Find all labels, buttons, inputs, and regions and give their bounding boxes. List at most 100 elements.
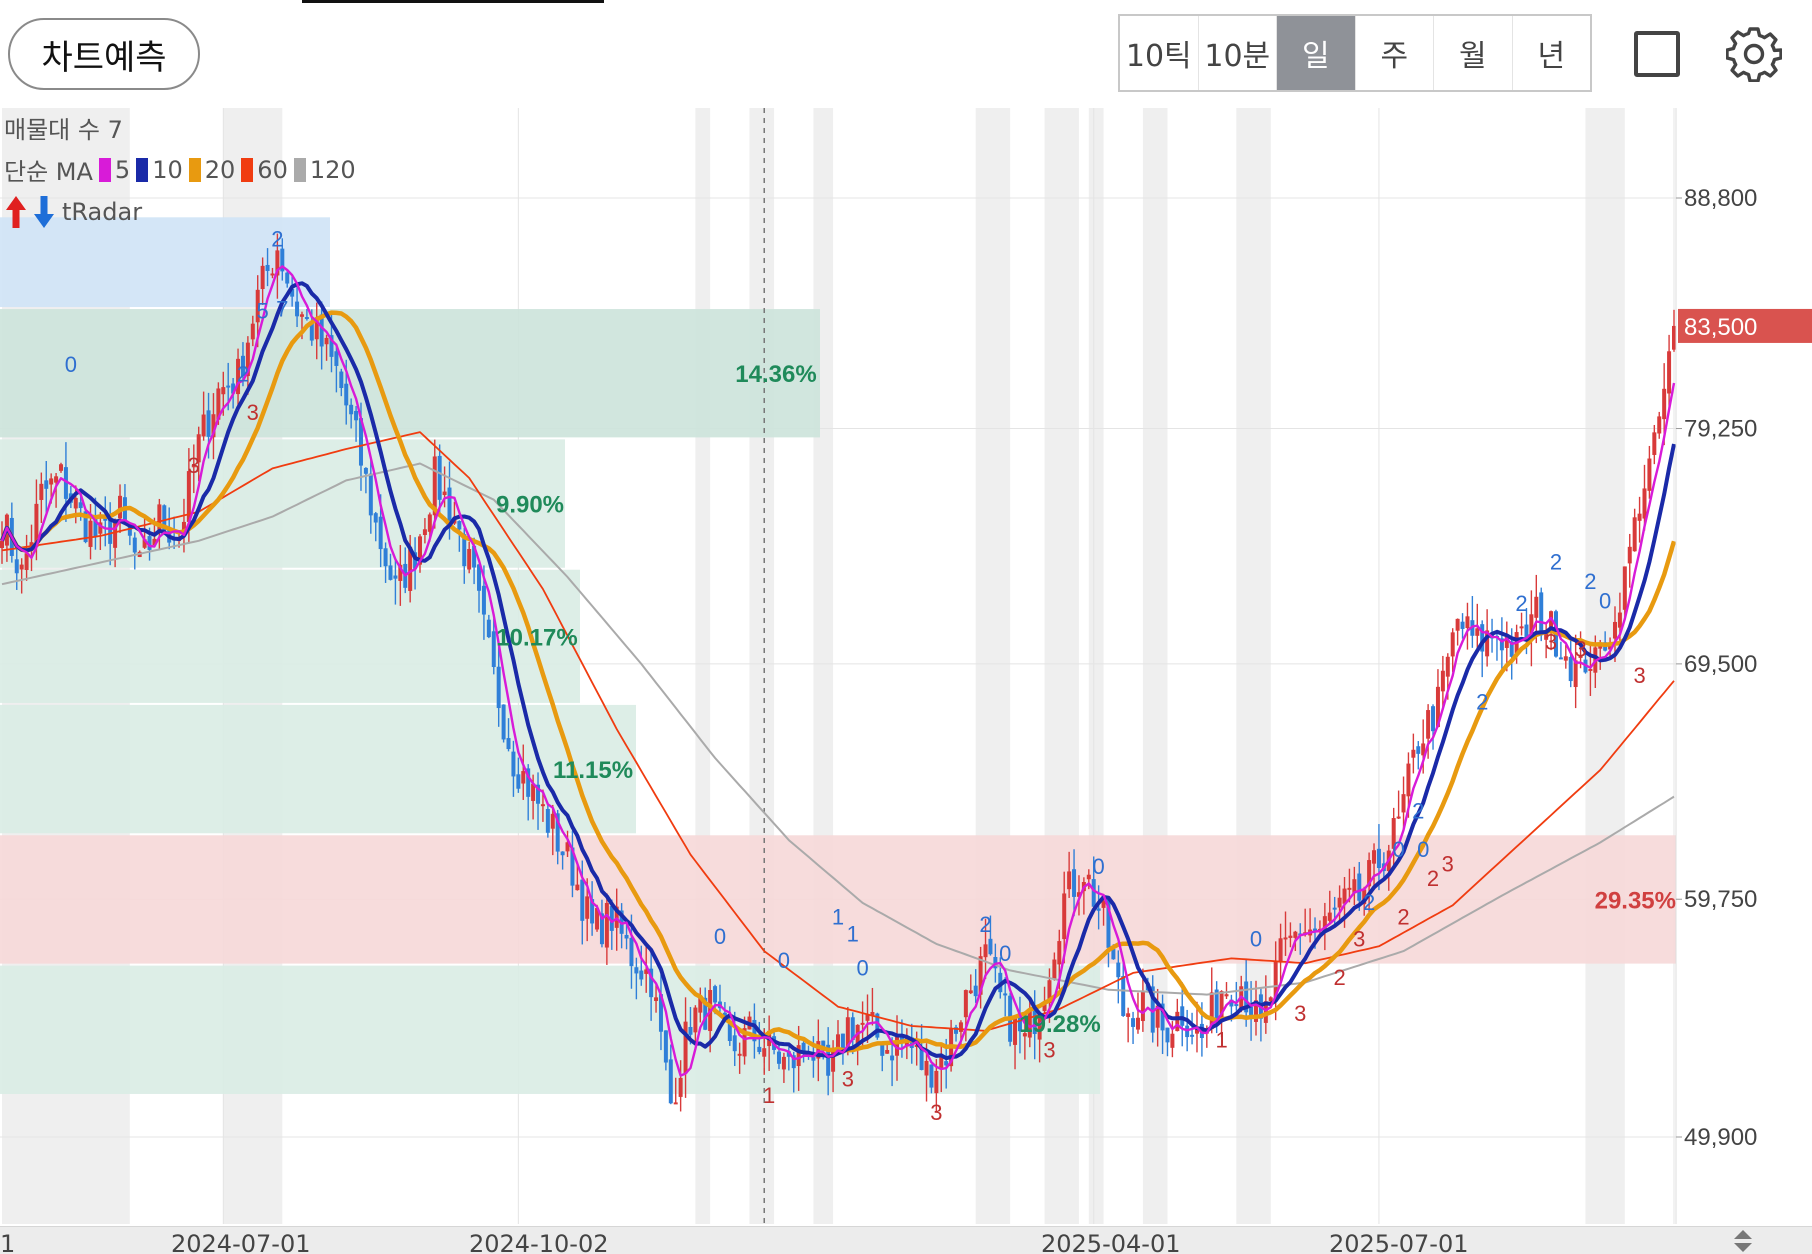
- chart-predict-button[interactable]: 차트예측: [8, 18, 200, 90]
- signal-mark: 2: [979, 912, 991, 937]
- candle-body: [688, 1027, 693, 1035]
- candle-body: [1332, 907, 1337, 910]
- signal-mark: 3: [1353, 926, 1365, 951]
- candle-body: [654, 997, 659, 1001]
- candle-body: [1657, 416, 1662, 434]
- candle-body: [845, 1017, 850, 1052]
- candle-body: [1563, 656, 1568, 661]
- candle-body: [63, 467, 68, 499]
- candle-body: [432, 456, 437, 516]
- candle-body: [511, 751, 516, 777]
- tab-10tick[interactable]: 10틱: [1120, 16, 1199, 90]
- ma10-line: [0, 281, 1676, 1061]
- signal-mark: 2: [271, 226, 283, 251]
- candle-body: [909, 1037, 914, 1048]
- ma60-swatch: [241, 157, 254, 182]
- candle-body: [1234, 1004, 1239, 1007]
- candle-body: [713, 986, 718, 1003]
- candle-body: [1352, 879, 1357, 894]
- candle-body: [609, 906, 614, 931]
- ma5-line: [0, 265, 1676, 1077]
- candle-body: [201, 414, 206, 437]
- candle-body: [186, 471, 191, 522]
- candle-body: [270, 273, 275, 276]
- candle-body: [850, 1017, 855, 1040]
- candle-body: [447, 487, 452, 523]
- candle-body: [585, 896, 590, 919]
- candle-body: [280, 248, 285, 272]
- candle-body: [1037, 1015, 1042, 1040]
- candle-body: [762, 1048, 767, 1057]
- candle-body: [1426, 710, 1431, 739]
- candle-body: [245, 342, 250, 377]
- candle-body: [1057, 941, 1062, 965]
- tab-10min[interactable]: 10분: [1199, 16, 1277, 90]
- candle-body: [1027, 1011, 1032, 1038]
- ma120-label: 120: [309, 155, 356, 184]
- tab-month[interactable]: 월: [1434, 16, 1513, 90]
- signal-mark: 3: [1043, 1037, 1055, 1062]
- candle-body: [255, 289, 260, 323]
- candle-body: [1347, 887, 1352, 890]
- candle-body: [344, 383, 349, 406]
- candle-body: [895, 1037, 900, 1056]
- tab-day[interactable]: 일: [1277, 16, 1356, 90]
- candle-body: [899, 1034, 904, 1042]
- candle-body: [486, 619, 491, 638]
- candle-body: [1273, 961, 1278, 998]
- tradar-label: tRadar: [62, 198, 143, 226]
- candle-body: [1342, 888, 1347, 904]
- y-tick-label: 79,250: [1684, 416, 1757, 443]
- up-down-arrows-icon[interactable]: [1730, 1228, 1756, 1254]
- fullscreen-icon[interactable]: [1634, 31, 1680, 77]
- gear-icon[interactable]: [1726, 26, 1782, 82]
- candle-body: [958, 1022, 963, 1032]
- candle-body: [1480, 624, 1485, 652]
- candle-body: [1160, 1003, 1165, 1031]
- volume-profile-percent: 9.90%: [496, 492, 564, 519]
- candle-body: [826, 1044, 831, 1076]
- candle-body: [565, 842, 570, 852]
- candle-body: [1190, 1034, 1195, 1037]
- candle-body: [1116, 962, 1121, 978]
- tab-week[interactable]: 주: [1356, 16, 1434, 90]
- candle-body: [988, 938, 993, 955]
- candle-body: [1313, 928, 1318, 931]
- signal-mark: 5: [257, 299, 269, 324]
- candle-body: [973, 985, 978, 997]
- candle-body: [954, 1027, 959, 1034]
- volume-profile-zone: [0, 835, 1676, 964]
- candle-body: [968, 990, 973, 994]
- candle-body: [295, 301, 300, 317]
- time-axis-strip[interactable]: [0, 1226, 1812, 1254]
- candle-body: [329, 335, 334, 357]
- signal-mark: 1: [832, 905, 844, 930]
- candle-body: [526, 768, 531, 797]
- ma60-label: 60: [257, 155, 288, 184]
- candle-body: [555, 813, 560, 852]
- candle-body: [1372, 850, 1377, 864]
- candle-body: [678, 1077, 683, 1097]
- ma20-line: [0, 310, 1677, 1053]
- candle-body: [1667, 351, 1672, 394]
- candle-body: [93, 516, 98, 537]
- candle-body: [250, 323, 255, 340]
- candle-body: [132, 537, 137, 553]
- signal-mark: 2: [1333, 965, 1345, 990]
- candle-body: [1396, 816, 1401, 819]
- candle-body: [521, 771, 526, 784]
- tab-year[interactable]: 년: [1537, 39, 1566, 74]
- candle-body: [196, 434, 201, 463]
- candle-body: [339, 371, 344, 388]
- candle-body: [314, 317, 319, 340]
- candle-body: [1017, 1014, 1022, 1032]
- signal-mark: 0: [65, 352, 77, 377]
- candle-body: [1327, 912, 1332, 921]
- ma20-swatch: [188, 157, 201, 182]
- candle-body: [496, 666, 501, 709]
- candle-body: [944, 1061, 949, 1066]
- candle-body: [127, 525, 132, 536]
- candle-body: [1293, 931, 1298, 938]
- signal-mark: 3: [188, 453, 200, 478]
